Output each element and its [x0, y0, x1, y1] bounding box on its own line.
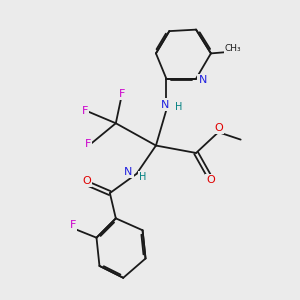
- Text: F: F: [118, 88, 125, 98]
- Text: CH₃: CH₃: [225, 44, 242, 53]
- Text: F: F: [70, 220, 76, 230]
- Text: F: F: [81, 106, 88, 116]
- Text: H: H: [139, 172, 146, 182]
- Text: N: N: [161, 100, 169, 110]
- Text: O: O: [207, 175, 215, 185]
- Text: N: N: [124, 167, 133, 177]
- Text: N: N: [198, 75, 207, 85]
- Text: O: O: [214, 123, 223, 133]
- Text: O: O: [82, 176, 91, 186]
- Text: H: H: [175, 103, 182, 112]
- Text: F: F: [84, 139, 91, 149]
